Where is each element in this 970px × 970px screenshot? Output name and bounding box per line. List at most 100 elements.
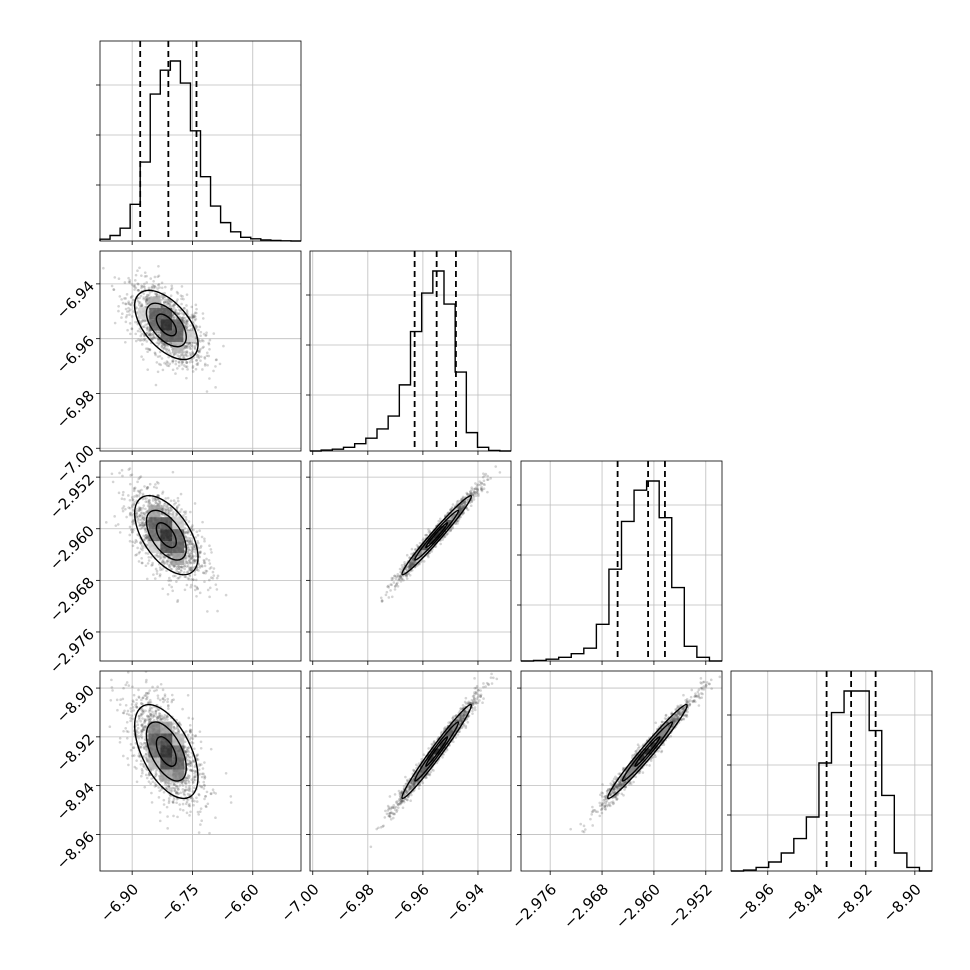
sample-point <box>396 575 399 578</box>
sample-point <box>172 303 176 306</box>
sample-point <box>425 533 429 537</box>
sample-point <box>198 566 202 569</box>
sample-point <box>197 813 200 816</box>
density-cell <box>427 538 434 545</box>
sample-point <box>173 564 177 568</box>
sample-point <box>138 266 141 270</box>
sample-point <box>171 368 175 372</box>
sample-point <box>190 545 194 549</box>
sample-point <box>132 489 136 493</box>
sample-point <box>147 297 150 300</box>
sample-point <box>135 310 139 314</box>
sample-point <box>143 275 147 278</box>
sample-point <box>132 528 135 532</box>
sample-point <box>188 728 192 732</box>
sample-point <box>151 283 155 287</box>
sample-point <box>136 299 140 303</box>
sample-point <box>170 560 173 564</box>
sample-point <box>460 507 463 511</box>
sample-point <box>150 338 154 341</box>
sample-point <box>137 688 140 692</box>
sample-point <box>132 298 135 302</box>
sample-point <box>155 361 159 364</box>
sample-point <box>144 744 148 747</box>
sample-point <box>214 583 218 586</box>
sample-point <box>172 574 175 578</box>
sample-point <box>143 334 146 338</box>
sample-point <box>151 332 155 335</box>
sample-point <box>183 346 186 350</box>
sample-point <box>182 356 186 360</box>
sample-point <box>141 525 144 528</box>
sample-point <box>127 684 131 687</box>
sample-point <box>185 753 188 757</box>
sample-point <box>430 550 434 553</box>
sample-point <box>165 559 169 563</box>
sample-point <box>155 486 158 490</box>
sample-point <box>192 545 196 548</box>
sample-point <box>135 759 138 762</box>
sample-point <box>205 354 209 358</box>
sample-point <box>187 556 191 559</box>
sample-point <box>222 344 225 348</box>
sample-point <box>386 585 389 588</box>
sample-point <box>156 494 160 497</box>
sample-point <box>158 354 162 358</box>
sample-point <box>146 296 150 299</box>
sample-point <box>111 689 114 692</box>
sample-point <box>172 304 175 308</box>
sample-point <box>147 286 151 290</box>
sample-point <box>446 532 450 535</box>
sample-point <box>187 559 191 563</box>
sample-point <box>470 488 474 491</box>
sample-point <box>130 283 134 286</box>
density-cell <box>439 526 446 533</box>
sample-point <box>205 390 209 393</box>
sample-point <box>194 536 197 539</box>
sample-point <box>195 585 199 589</box>
sample-point <box>212 567 216 570</box>
sample-point <box>176 792 180 795</box>
sample-point <box>399 580 403 583</box>
sample-point <box>482 479 486 483</box>
sample-point <box>117 305 120 308</box>
sample-point <box>175 311 179 315</box>
sample-point <box>170 300 173 304</box>
sample-point <box>186 564 190 568</box>
sample-point <box>140 523 144 526</box>
sample-point <box>169 288 173 291</box>
sample-point <box>181 316 184 320</box>
sample-point <box>136 480 139 484</box>
sample-point <box>145 755 148 759</box>
sample-point <box>182 364 186 367</box>
sample-point <box>154 770 158 773</box>
sample-point <box>410 562 414 565</box>
sample-point <box>140 540 143 544</box>
sample-point <box>149 334 152 338</box>
sample-point <box>199 551 202 555</box>
sample-point <box>184 518 188 522</box>
sample-point <box>164 298 167 301</box>
sample-point <box>188 360 192 364</box>
sample-point <box>110 284 114 288</box>
sample-point <box>445 532 449 536</box>
sample-point <box>142 296 146 299</box>
sample-point <box>186 530 189 534</box>
sample-point <box>185 319 189 323</box>
sample-point <box>176 599 180 602</box>
sample-point <box>167 799 171 803</box>
sample-point <box>188 784 191 788</box>
sample-point <box>172 564 176 568</box>
sample-point <box>174 574 177 578</box>
sample-point <box>176 496 180 500</box>
sample-point <box>137 288 140 292</box>
sample-point <box>172 499 176 502</box>
sample-point <box>166 302 170 306</box>
sample-point <box>124 315 128 319</box>
sample-point <box>178 565 182 569</box>
sample-point <box>113 276 117 279</box>
sample-point <box>104 452 107 455</box>
sample-point <box>188 789 191 793</box>
sample-point <box>205 569 209 573</box>
sample-point <box>159 682 163 686</box>
